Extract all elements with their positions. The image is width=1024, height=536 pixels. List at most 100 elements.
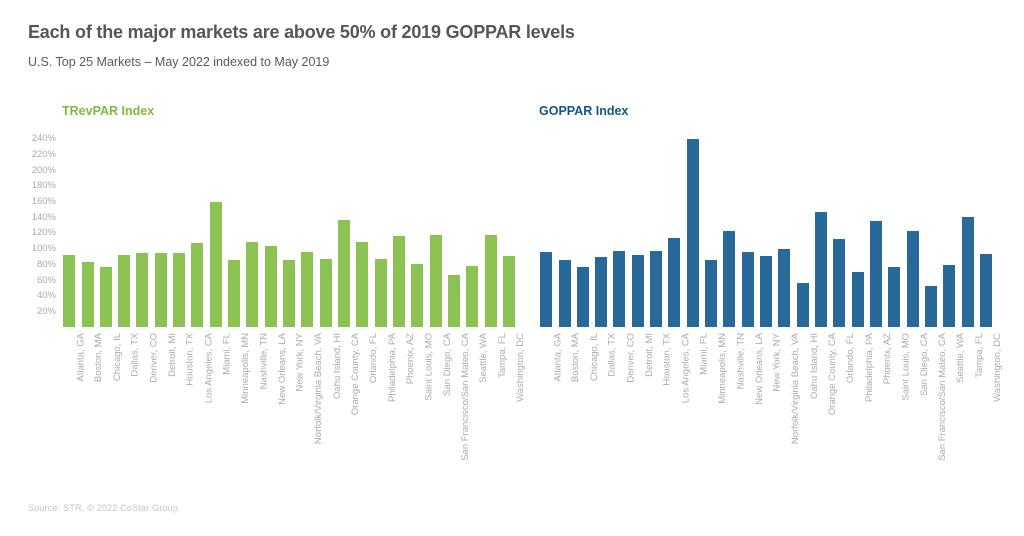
goppar-x-axis-labels: Atlanta, GA Boston, MA Chicago, IL Dallas, … [537, 333, 1003, 493]
x-axis-category-label: Oahu Island, HI [331, 333, 343, 400]
x-axis-category-label: Boston, MA [93, 333, 105, 383]
bar-Dallas, TX [595, 257, 608, 327]
x-axis-category-label: San Francisco/San Mateo, CA [936, 333, 948, 461]
x-axis-category-label: Washington, DC [514, 333, 526, 402]
bar-New York, NY [283, 260, 295, 327]
trevpar-plot-area: 20% 40% 60% 80% 100% 120% 140% 160% 180% 200% 220%… [32, 131, 518, 327]
bar-Los Angeles, CA [668, 237, 681, 327]
bar-Oahu Island, HI [796, 283, 809, 327]
x-axis-category-label: Chicago, IL [111, 333, 123, 382]
bar-Los Angeles, CA [191, 243, 204, 327]
bar-Denver, CO [136, 252, 149, 327]
bar-Minneapolis, MN [705, 260, 717, 327]
y-axis-tick-label: 80% [36, 258, 56, 270]
bar-Denver, CO [613, 251, 626, 327]
y-axis-tick-label: 200% [31, 164, 56, 176]
y-axis-tick-label: 140% [31, 211, 56, 223]
bar-Orlando, FL [833, 239, 846, 327]
goppar-plot-area [537, 131, 995, 327]
y-axis-tick-label: 240% [31, 133, 56, 145]
bar-Minneapolis, MN [228, 259, 240, 327]
x-axis-category-label: New York, NY [772, 333, 783, 392]
x-axis-category-label: Orange County, CA [350, 333, 361, 416]
x-axis-category-label: Atlanta, GA [75, 333, 87, 382]
x-axis-category-label: San Diego, CA [441, 333, 453, 396]
x-axis-category-label: Phoenix, AZ [404, 333, 416, 385]
bar-Boston, MA [558, 259, 571, 327]
source-note: Source: STR. © 2022 CoStar Group [28, 503, 179, 513]
bar-Phoenix, AZ [392, 236, 405, 327]
bar-Boston, MA [81, 261, 94, 327]
x-axis-category-label: Seattle, WA [478, 333, 490, 383]
bar-New York, NY [760, 256, 772, 327]
bar-Seattle, WA [943, 265, 956, 327]
x-axis-category-label: Denver, CO [625, 333, 637, 383]
bar-Dallas, TX [118, 254, 131, 327]
x-axis-category-label: Norfolk/Virginia Beach, VA [313, 333, 325, 445]
bar-New Orleans, LA [741, 251, 754, 327]
bar-Atlanta, GA [540, 251, 553, 327]
bar-San Francisco/San Mateo, CA [447, 275, 460, 327]
page-title: Each of the major markets are above 50% … [28, 22, 575, 42]
bar-Atlanta, GA [63, 254, 76, 327]
x-axis-category-label: Tampa, FL [973, 333, 985, 378]
x-axis-category-label: Norfolk/Virginia Beach, VA [790, 333, 802, 445]
bar-Philadelphia, PA [374, 258, 387, 327]
x-axis-category-label: San Diego, CA [918, 333, 930, 396]
x-axis-category-label: Chicago, IL [588, 333, 600, 382]
x-axis-category-label: Saint Louis, MO [423, 333, 435, 401]
x-axis-category-label: Atlanta, GA [552, 333, 564, 382]
bar-Detroit, MI [631, 254, 644, 327]
x-axis-category-label: Dallas, TX [607, 333, 619, 377]
bar-Tampa, FL [961, 217, 974, 327]
bar-San Francisco/San Mateo, CA [924, 286, 937, 327]
x-axis-category-label: Minneapolis, MN [717, 333, 728, 404]
x-axis-category-label: New Orleans, LA [276, 333, 288, 405]
y-axis: 20% 40% 60% 80% 100% 120% 140% 160% 180% 200% 220%… [24, 131, 56, 327]
bar-San Diego, CA [906, 230, 919, 327]
x-axis-category-label: Orlando, FL [845, 333, 857, 384]
bar-Chicago, IL [99, 266, 112, 327]
bar-Norfolk/Virginia Beach, VA [301, 251, 314, 327]
x-axis-category-label: Dallas, TX [130, 333, 142, 377]
x-axis-category-label: Nashville, TN [735, 333, 747, 390]
bar-Chicago, IL [576, 266, 589, 327]
trevpar-legend-label: TRevPAR Index [62, 104, 155, 118]
x-axis-category-label: Houston, TX [185, 333, 197, 386]
x-axis-category-label: San Francisco/San Mateo, CA [459, 333, 471, 461]
bar-Norfolk/Virginia Beach, VA [778, 248, 791, 327]
bar-Houston, TX [173, 252, 186, 327]
x-axis-category-label: New Orleans, LA [753, 333, 765, 405]
y-axis-tick-label: 180% [31, 180, 56, 192]
y-axis-tick-label: 60% [36, 274, 56, 286]
bar-Tampa, FL [484, 234, 497, 327]
x-axis-category-label: Miami, FL [221, 333, 233, 375]
x-axis-category-label: Los Angeles, CA [203, 333, 215, 404]
x-axis-category-label: New York, NY [295, 333, 306, 392]
goppar-legend-label: GOPPAR Index [539, 104, 629, 118]
x-axis-category-label: Miami, FL [698, 333, 710, 375]
bar-Saint Louis, MO [411, 263, 424, 327]
x-axis-category-label: Tampa, FL [496, 333, 508, 378]
bar-Orange County, CA [815, 211, 827, 327]
x-axis-category-label: Houston, TX [662, 333, 674, 386]
y-axis-tick-label: 120% [31, 227, 56, 239]
bar-Washington, DC [502, 255, 515, 327]
x-axis-category-label: Phoenix, AZ [881, 333, 893, 385]
x-axis-category-label: Nashville, TN [258, 333, 270, 390]
bar-Phoenix, AZ [869, 221, 882, 327]
y-axis-tick-label: 100% [31, 243, 56, 255]
bar-New Orleans, LA [264, 246, 277, 327]
x-axis-category-label: Minneapolis, MN [240, 333, 251, 404]
bar-Washington, DC [979, 254, 992, 327]
bar-Miami, FL [209, 202, 222, 327]
y-axis-tick-label: 40% [36, 290, 56, 302]
x-axis-category-label: Los Angeles, CA [680, 333, 692, 404]
bar-Nashville, TN [723, 230, 736, 327]
x-axis-category-label: Philadelphia, PA [386, 333, 398, 403]
y-axis-tick-label: 220% [31, 149, 56, 160]
x-axis-category-label: Saint Louis, MO [900, 333, 912, 401]
x-axis-category-label: Oahu Island, HI [808, 333, 820, 400]
bar-Orlando, FL [356, 242, 369, 327]
